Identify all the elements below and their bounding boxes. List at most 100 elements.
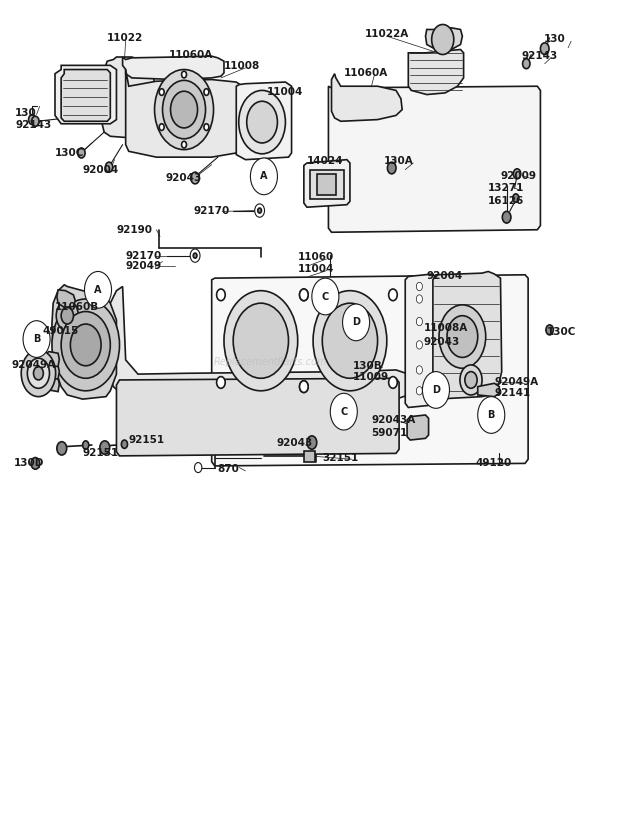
- Text: D: D: [352, 318, 360, 328]
- Circle shape: [29, 114, 36, 124]
- Circle shape: [216, 376, 225, 388]
- Text: 92043A: 92043A: [371, 415, 415, 425]
- Circle shape: [70, 324, 101, 365]
- Polygon shape: [45, 376, 60, 391]
- Circle shape: [61, 312, 110, 378]
- Text: 130A: 130A: [384, 156, 414, 166]
- Circle shape: [299, 381, 308, 392]
- Text: A: A: [94, 285, 102, 295]
- Text: 92049A: 92049A: [494, 376, 538, 386]
- Circle shape: [159, 123, 164, 130]
- Text: 11008: 11008: [224, 61, 260, 71]
- Text: 130C: 130C: [55, 148, 84, 158]
- Polygon shape: [409, 50, 464, 95]
- Polygon shape: [317, 174, 337, 195]
- Circle shape: [57, 442, 67, 455]
- Text: 49015: 49015: [43, 326, 79, 336]
- Circle shape: [416, 341, 422, 349]
- Text: 11004: 11004: [298, 264, 334, 274]
- Circle shape: [432, 24, 454, 55]
- Text: C: C: [340, 407, 347, 417]
- Circle shape: [447, 316, 478, 357]
- Circle shape: [330, 393, 357, 430]
- Circle shape: [422, 371, 450, 408]
- Text: 130D: 130D: [14, 459, 44, 469]
- Circle shape: [52, 299, 120, 391]
- Polygon shape: [211, 275, 528, 466]
- Polygon shape: [433, 271, 502, 399]
- Circle shape: [233, 303, 288, 378]
- Circle shape: [541, 43, 549, 55]
- Text: 11004: 11004: [267, 87, 303, 97]
- Circle shape: [159, 89, 164, 96]
- Text: 11009: 11009: [353, 372, 389, 382]
- Text: 92043: 92043: [423, 337, 460, 347]
- Circle shape: [299, 381, 308, 392]
- Circle shape: [23, 321, 50, 357]
- Polygon shape: [123, 56, 224, 80]
- Polygon shape: [407, 415, 428, 440]
- Circle shape: [191, 172, 200, 184]
- Text: 92170: 92170: [193, 207, 229, 217]
- Circle shape: [190, 249, 200, 262]
- Circle shape: [416, 365, 422, 374]
- Polygon shape: [61, 70, 110, 121]
- Circle shape: [255, 204, 265, 218]
- Circle shape: [546, 325, 553, 335]
- Text: 92170: 92170: [126, 250, 162, 260]
- Text: 92043: 92043: [166, 173, 202, 183]
- Text: 92190: 92190: [117, 225, 153, 234]
- Text: A: A: [260, 171, 268, 181]
- Circle shape: [204, 89, 209, 96]
- Polygon shape: [332, 74, 402, 121]
- Circle shape: [258, 208, 262, 213]
- Circle shape: [465, 371, 477, 388]
- Circle shape: [247, 102, 277, 143]
- Text: 11060A: 11060A: [344, 68, 388, 78]
- Circle shape: [416, 318, 422, 326]
- Text: 92049A: 92049A: [12, 360, 56, 370]
- Circle shape: [154, 70, 213, 150]
- Circle shape: [388, 162, 396, 174]
- Text: 92141: 92141: [494, 388, 531, 398]
- Text: 59071: 59071: [371, 428, 408, 438]
- Polygon shape: [55, 66, 117, 123]
- Text: B: B: [33, 334, 40, 344]
- Text: 92049: 92049: [126, 261, 162, 271]
- Polygon shape: [425, 28, 463, 51]
- Circle shape: [195, 463, 202, 473]
- Polygon shape: [478, 383, 499, 396]
- Circle shape: [312, 278, 339, 315]
- Text: 49120: 49120: [476, 458, 512, 468]
- Text: 870: 870: [218, 465, 240, 475]
- Polygon shape: [236, 82, 291, 160]
- Circle shape: [122, 440, 128, 449]
- Text: 13271: 13271: [488, 183, 525, 193]
- Text: 16126: 16126: [488, 197, 525, 207]
- Circle shape: [416, 386, 422, 395]
- Circle shape: [100, 441, 110, 454]
- Circle shape: [416, 295, 422, 303]
- Circle shape: [389, 289, 397, 301]
- Circle shape: [182, 141, 187, 148]
- Polygon shape: [57, 290, 75, 307]
- Circle shape: [224, 291, 298, 391]
- Circle shape: [162, 81, 206, 139]
- Polygon shape: [45, 364, 60, 379]
- Circle shape: [513, 194, 519, 202]
- Polygon shape: [117, 378, 399, 456]
- Circle shape: [193, 253, 197, 258]
- Circle shape: [27, 358, 50, 388]
- Circle shape: [31, 458, 40, 470]
- Text: 130: 130: [544, 34, 565, 45]
- Text: D: D: [432, 385, 440, 395]
- Text: 92151: 92151: [129, 435, 165, 445]
- Circle shape: [105, 162, 113, 172]
- Text: 130: 130: [15, 108, 37, 118]
- Circle shape: [33, 366, 43, 380]
- Circle shape: [389, 376, 397, 388]
- Text: 92151: 92151: [82, 449, 119, 459]
- Text: 11060: 11060: [298, 252, 334, 262]
- Polygon shape: [329, 87, 541, 232]
- Text: C: C: [322, 291, 329, 302]
